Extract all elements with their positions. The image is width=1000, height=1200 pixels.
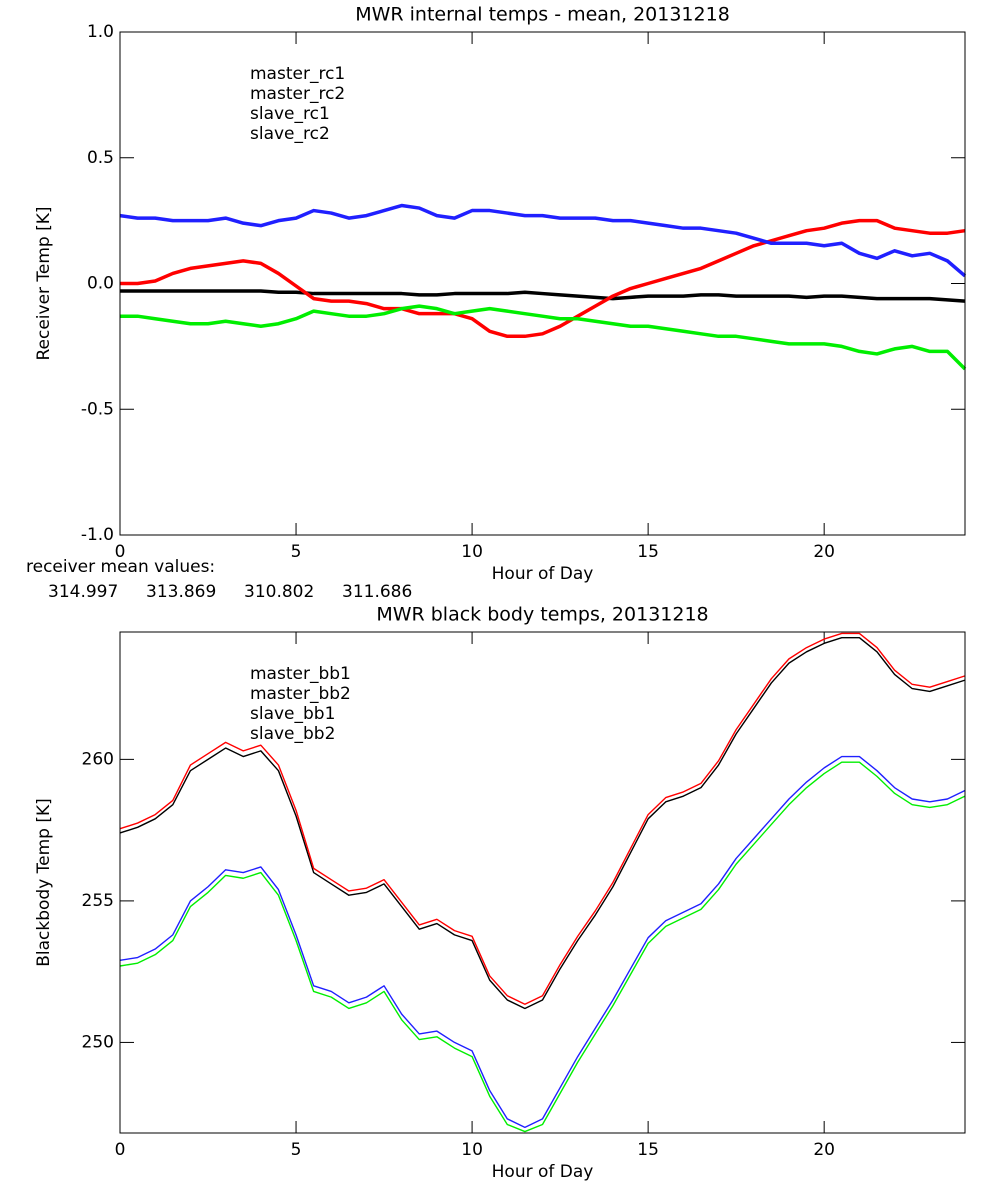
chart-title: MWR black body temps, 20131218 xyxy=(376,604,708,626)
chart-title: MWR internal temps - mean, 20131218 xyxy=(355,4,730,26)
y-tick-label: 0.5 xyxy=(87,148,114,168)
y-tick-label: 255 xyxy=(82,891,114,911)
legend-entry: slave_bb1 xyxy=(250,704,335,724)
annotation-label: receiver mean values: xyxy=(26,557,215,577)
x-axis-label: Hour of Day xyxy=(492,564,594,584)
y-tick-label: 260 xyxy=(82,749,114,769)
x-tick-label: 10 xyxy=(461,1140,483,1160)
series-line xyxy=(119,755,966,1129)
y-axis-label: Blackbody Temp [K] xyxy=(34,798,54,967)
x-tick-label: 0 xyxy=(115,542,126,562)
y-tick-label: -0.5 xyxy=(81,399,114,419)
legend-entry: slave_rc1 xyxy=(250,104,330,124)
x-tick-label: 5 xyxy=(291,1140,302,1160)
legend-entry: master_rc2 xyxy=(250,84,345,104)
x-tick-label: 10 xyxy=(461,542,483,562)
legend-entry: master_bb2 xyxy=(250,684,351,704)
series-line xyxy=(119,203,967,278)
annotation-value: 310.802 xyxy=(244,582,314,602)
plot-frame xyxy=(119,31,966,536)
y-tick-label: 250 xyxy=(82,1032,114,1052)
annotation-value: 311.686 xyxy=(342,582,412,602)
y-axis-label: Receiver Temp [K] xyxy=(34,206,54,360)
legend-entry: slave_bb2 xyxy=(250,724,335,744)
y-tick-label: -1.0 xyxy=(81,525,114,545)
y-tick-label: 0.0 xyxy=(87,274,114,294)
plot-frame xyxy=(119,631,966,1134)
x-tick-label: 15 xyxy=(637,1140,659,1160)
x-tick-label: 20 xyxy=(813,542,835,562)
y-tick-label: 1.0 xyxy=(87,22,114,42)
x-tick-label: 5 xyxy=(291,542,302,562)
x-axis-label: Hour of Day xyxy=(492,1162,594,1182)
series-line xyxy=(119,632,966,1005)
series-line xyxy=(119,761,966,1133)
series-line xyxy=(119,636,966,1010)
x-tick-label: 20 xyxy=(813,1140,835,1160)
legend-entry: master_bb1 xyxy=(250,664,351,684)
series-line xyxy=(120,218,966,339)
x-tick-label: 0 xyxy=(115,1140,126,1160)
series-line xyxy=(120,289,966,303)
legend-entry: master_rc1 xyxy=(250,64,345,84)
x-tick-label: 15 xyxy=(637,542,659,562)
legend-entry: slave_rc2 xyxy=(250,124,330,144)
annotation-value: 314.997 xyxy=(48,582,118,602)
series-line xyxy=(120,304,967,371)
annotation-value: 313.869 xyxy=(146,582,216,602)
